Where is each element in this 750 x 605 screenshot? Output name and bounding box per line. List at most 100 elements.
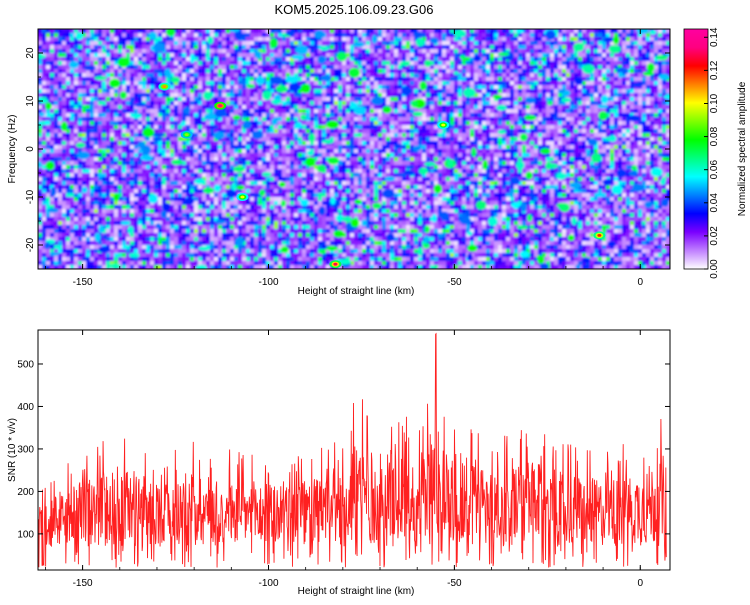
heatmap-cell	[486, 145, 490, 149]
heatmap-cell	[350, 57, 354, 61]
heatmap-cell	[514, 45, 518, 49]
heatmap-cell	[594, 105, 598, 109]
heatmap-cell	[46, 49, 50, 53]
heatmap-cell	[490, 61, 494, 65]
heatmap-cell	[374, 117, 378, 121]
heatmap-cell	[314, 97, 318, 101]
heatmap-cell	[546, 133, 550, 137]
heatmap-cell	[366, 133, 370, 137]
heatmap-cell	[334, 129, 338, 133]
heatmap-cell	[430, 145, 434, 149]
heatmap-cell	[326, 145, 330, 149]
heatmap-cell	[662, 133, 666, 137]
heatmap-cell	[38, 65, 42, 69]
heatmap-cell	[210, 133, 214, 137]
heatmap-cell	[530, 73, 534, 77]
heatmap-cell	[658, 49, 662, 53]
heatmap-cell	[662, 145, 666, 149]
heatmap-cell	[418, 89, 422, 93]
heatmap-cell	[606, 117, 610, 121]
heatmap-cell	[430, 49, 434, 53]
heatmap-cell	[298, 145, 302, 149]
heatmap-cell	[450, 113, 454, 117]
heatmap-cell	[154, 93, 158, 97]
heatmap-cell	[294, 129, 298, 133]
heatmap-cell	[658, 61, 662, 65]
heatmap-cell	[98, 109, 102, 113]
heatmap-cell	[374, 113, 378, 117]
heatmap-cell	[194, 41, 198, 45]
heatmap-cell	[470, 125, 474, 129]
heatmap-cell	[510, 85, 514, 89]
heatmap-cell	[510, 93, 514, 97]
heatmap-cell	[574, 117, 578, 121]
heatmap-cell	[490, 33, 494, 37]
heatmap-cell	[118, 77, 122, 81]
heatmap-cell	[434, 69, 438, 73]
heatmap-cell	[386, 81, 390, 85]
heatmap-cell	[398, 33, 402, 37]
heatmap-cell	[510, 69, 514, 73]
heatmap-cell	[530, 93, 534, 97]
heatmap-cell	[222, 65, 226, 69]
heatmap-cell	[622, 37, 626, 41]
heatmap-cell	[154, 149, 158, 153]
heatmap-cell	[306, 137, 310, 141]
heatmap-cell	[534, 41, 538, 45]
heatmap-cell	[222, 149, 226, 153]
heatmap-cell	[282, 37, 286, 41]
heatmap-cell	[466, 77, 470, 81]
heatmap-cell	[362, 61, 366, 65]
heatmap-cell	[622, 85, 626, 89]
heatmap-cell	[482, 125, 486, 129]
heatmap-cell	[378, 93, 382, 97]
heatmap-cell	[286, 109, 290, 113]
heatmap-cell	[78, 53, 82, 57]
heatmap-cell	[266, 45, 270, 49]
heatmap-cell	[646, 133, 650, 137]
heatmap-cell	[62, 73, 66, 77]
heatmap-cell	[570, 149, 574, 153]
heatmap-cell	[254, 113, 258, 117]
heatmap-cell	[94, 133, 98, 137]
heatmap-cell	[442, 29, 446, 33]
heatmap-cell	[294, 29, 298, 33]
heatmap-cell	[482, 45, 486, 49]
heatmap-cell	[458, 97, 462, 101]
heatmap-cell	[194, 109, 198, 113]
heatmap-cell	[534, 77, 538, 81]
heatmap-cell	[562, 73, 566, 77]
heatmap-cell	[610, 77, 614, 81]
heatmap-cell	[410, 149, 414, 153]
heatmap-cell	[206, 149, 210, 153]
heatmap-cell	[234, 73, 238, 77]
heatmap-cell	[586, 57, 590, 61]
heatmap-cell	[154, 97, 158, 101]
heatmap-cell	[338, 121, 342, 125]
heatmap-cell	[514, 129, 518, 133]
heatmap-cell	[182, 117, 186, 121]
heatmap-cell	[290, 73, 294, 77]
heatmap-cell	[550, 57, 554, 61]
heatmap-cell	[534, 33, 538, 37]
heatmap-cell	[318, 93, 322, 97]
heatmap-cell	[350, 41, 354, 45]
heatmap-cell	[306, 93, 310, 97]
heatmap-cell	[574, 53, 578, 57]
heatmap-cell	[82, 145, 86, 149]
heatmap-cell	[622, 109, 626, 113]
heatmap-cell	[82, 73, 86, 77]
heatmap-cell	[126, 37, 130, 41]
heatmap-cell	[470, 33, 474, 37]
heatmap-cell	[610, 121, 614, 125]
heatmap-cell	[162, 93, 166, 97]
heatmap-cell	[546, 125, 550, 129]
heatmap-cell	[174, 125, 178, 129]
heatmap-cell	[554, 133, 558, 137]
heatmap-cell	[390, 125, 394, 129]
heatmap-cell	[338, 61, 342, 65]
heatmap-cell	[486, 29, 490, 33]
heatmap-cell	[638, 145, 642, 149]
heatmap-cell	[182, 49, 186, 53]
heatmap-cell	[142, 49, 146, 53]
